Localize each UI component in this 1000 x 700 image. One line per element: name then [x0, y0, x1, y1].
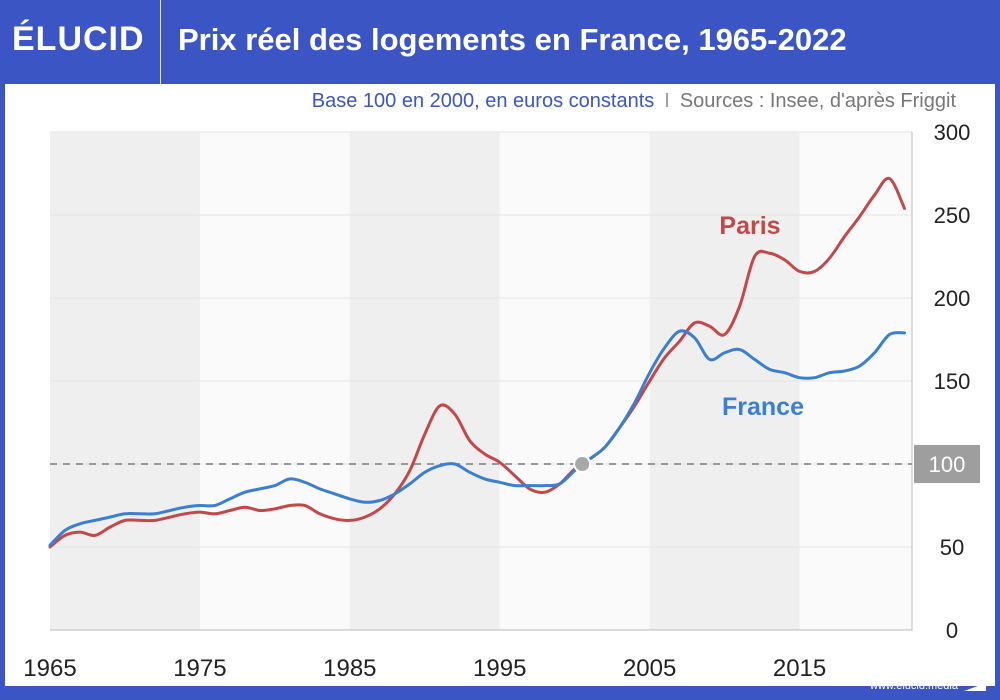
series-labels: Paris France — [719, 212, 804, 421]
logo-divider — [160, 0, 161, 84]
x-tick-label: 2015 — [773, 655, 826, 682]
elucid-logo[interactable]: ÉLUCID — [12, 20, 145, 58]
series-label-paris: Paris — [719, 212, 780, 240]
series-lines — [48, 176, 906, 549]
footer: www.elucid.media — [870, 680, 986, 692]
reference-label: 100 — [929, 452, 966, 477]
y-tick-label: 150 — [934, 369, 971, 394]
x-tick-label: 1995 — [473, 655, 526, 682]
y-axis-ticks: 0 50 150 200 250 300 100 — [914, 120, 980, 643]
y-tick-label: 300 — [934, 120, 971, 145]
chart-subtitle: Base 100 en 2000, en euros constants I Sou… — [312, 90, 956, 113]
x-tick-label: 2005 — [623, 655, 676, 682]
subtitle-base: Base 100 en 2000, en euros constants — [311, 90, 655, 112]
x-tick-label: 1965 — [23, 655, 76, 682]
y-tick-label: 200 — [934, 286, 971, 311]
x-tick-label: 1975 — [173, 655, 226, 682]
elucid-mark-icon — [964, 683, 986, 691]
footer-url[interactable]: www.elucid.media — [869, 680, 958, 692]
header-bar: ÉLUCID Prix réel des logements en France… — [0, 0, 1000, 84]
chart-title: Prix réel des logements en France, 1965-… — [178, 22, 847, 57]
series-label-france: France — [722, 393, 804, 421]
series-line-france — [48, 329, 906, 547]
subtitle-sources: Sources : Insee, d'après Friggit — [679, 90, 956, 112]
x-tick-label: 1985 — [323, 655, 376, 682]
y-tick-label: 50 — [940, 535, 964, 560]
subtitle-separator: I — [664, 90, 670, 112]
x-axis-ticks: 1965 1975 1985 1995 2005 2015 — [23, 655, 826, 682]
reference-badge — [914, 445, 980, 483]
base-year-point — [573, 455, 592, 473]
y-tick-label: 0 — [946, 618, 958, 643]
series-line-paris — [48, 176, 906, 549]
y-tick-label: 250 — [934, 203, 971, 228]
